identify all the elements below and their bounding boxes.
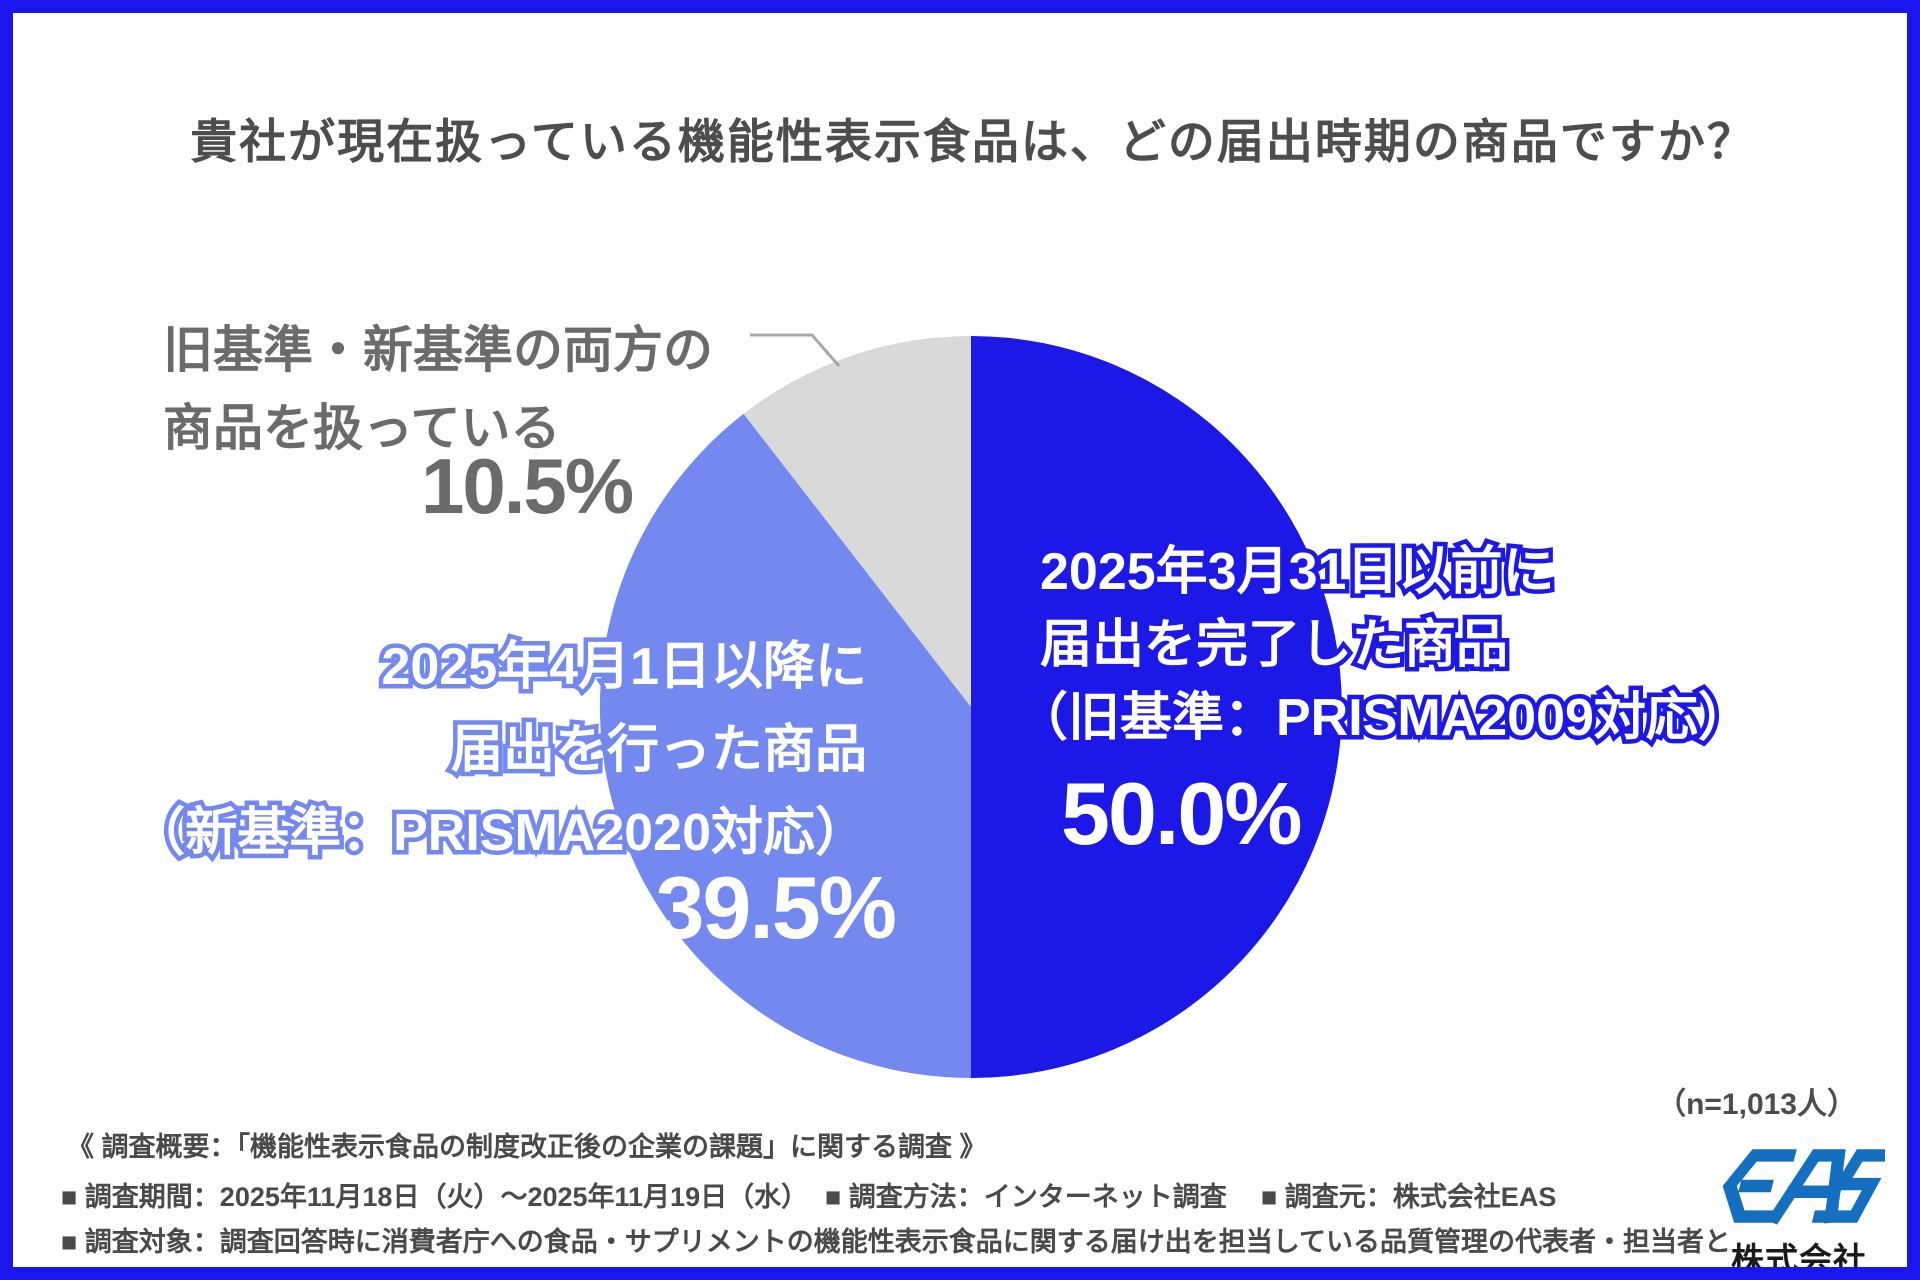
footer-respondent-count: ■ 調査人数：1,013人	[955, 1262, 1208, 1267]
eas-logo	[1713, 1143, 1899, 1234]
footer-survey-target-cont: 回答したモニター	[205, 1262, 421, 1267]
slice-label-old: 2025年3月31日以前に 届出を完了した商品 （旧基準：PRISMA2009対…	[1012, 536, 1776, 755]
slice-label-new-line1: 2025年4月1日以降に	[377, 634, 872, 701]
slice-label-both-line2: 商品を扱っている	[163, 400, 561, 456]
eas-letter-e	[1722, 1149, 1797, 1223]
footer-survey-source: ■ 調査元：株式会社EAS	[1261, 1182, 1557, 1212]
slice-label-new-line3: （新基準：PRISMA2020対応）	[129, 800, 872, 867]
slice-label-old-line2: 届出を完了した商品	[1036, 612, 1513, 679]
eas-logo-icon	[1722, 1149, 1899, 1225]
eas-letter-s	[1811, 1149, 1899, 1223]
slice-label-old-line3: （旧基準：PRISMA2009対応）	[1012, 685, 1755, 752]
eas-company-name: 株式会社EAS	[1731, 1243, 1867, 1279]
page-title: 貴社が現在扱っている機能性表示食品は、どの届出時期の商品ですか？	[190, 115, 1756, 168]
pie-slice-new-standard	[599, 413, 971, 1078]
slice-label-new: 2025年4月1日以降に 届出を行った商品 （新基準：PRISMA2020対応）	[107, 626, 872, 875]
slice-label-old-line1: 2025年3月31日以前に	[1036, 539, 1559, 606]
footer-survey-method: ■ 調査方法：インターネット調査	[825, 1182, 1227, 1212]
pie-slice-old-standard	[971, 336, 1342, 1078]
slice-label-both-line1: 旧基準・新基準の両方の	[163, 322, 713, 378]
footer-survey-period: ■ 調査期間：2025年11月18日（火）～2025年11月19日（水）	[61, 1182, 809, 1212]
footer-monitor-provider: ■ モニター提供元：PRIZMAリサーチ	[481, 1262, 932, 1267]
pie-chart	[599, 333, 1342, 1078]
footer-survey-overview: 《 調査概要：「機能性表示食品の制度改正後の企業の課題」に関する調査 》	[67, 1132, 987, 1162]
slice-label-new-line2: 届出を行った商品	[446, 717, 871, 784]
leader-line	[750, 333, 841, 367]
slice-percent-new: 39.5%	[655, 858, 897, 957]
sample-size-note: （n=1,013人）	[1656, 1088, 1857, 1121]
slice-percent-both: 10.5%	[421, 442, 634, 530]
slice-label-both: 旧基準・新基準の両方の 商品を扱っている	[163, 311, 713, 467]
slice-percent-old: 50.0%	[1061, 764, 1303, 863]
footer-survey-target: ■ 調査対象：調査回答時に消費者庁への食品・サプリメントの機能性表示食品に関する…	[61, 1227, 1731, 1257]
pie-slice-both-standards	[743, 336, 971, 707]
